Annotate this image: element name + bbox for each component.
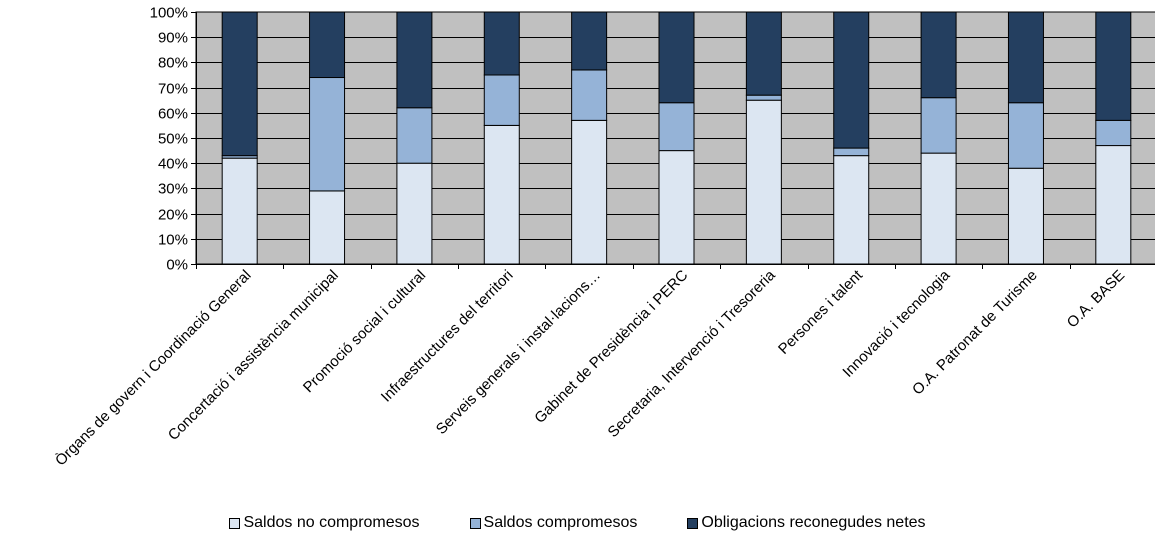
y-tick-label: 10% — [158, 232, 188, 249]
bar-saldos-no-compromesos — [483, 124, 520, 265]
bar-obligacions-reconegudes-netes — [658, 11, 695, 104]
y-tick-label: 20% — [158, 207, 188, 224]
stacked-bar-chart: 0% 10% 20% 30% 40% 50% 60% 70% 80% 90% 100% Òrgans … — [52, 5, 1155, 469]
x-category-label: Òrgans de govern i Coordinació General — [52, 267, 254, 469]
bar-saldos-compromesos — [920, 97, 957, 154]
legend-label-saldos-no-compromesos: Saldos no compromesos — [243, 514, 420, 531]
x-category-label: Persones i talent — [775, 266, 867, 358]
bar-saldos-compromesos — [571, 69, 608, 121]
bar-saldos-compromesos — [483, 74, 520, 126]
bar-obligacions-reconegudes-netes — [483, 11, 520, 76]
legend-swatch-saldos-compromesos — [469, 517, 481, 529]
legend-item-saldos-compromesos: Saldos compromesos — [469, 511, 638, 535]
bar-saldos-compromesos — [745, 94, 782, 101]
y-tick-label: 60% — [158, 106, 188, 123]
bar-saldos-no-compromesos — [1007, 167, 1044, 265]
bar-obligacions-reconegudes-netes — [833, 11, 870, 149]
y-tick-label: 50% — [158, 131, 188, 148]
legend-item-obligacions-reconegudes-netes: Obligacions reconegudes netes — [687, 511, 926, 535]
bar-obligacions-reconegudes-netes — [221, 11, 258, 157]
bar-saldos-no-compromesos — [571, 119, 608, 265]
y-tick-label: 90% — [158, 30, 188, 47]
y-tick-label: 30% — [158, 181, 188, 198]
x-category-label: Gabinet de Presidència i PERC — [531, 267, 691, 427]
legend-swatch-obligacions-reconegudes-netes — [687, 517, 699, 529]
bar-saldos-no-compromesos — [745, 99, 782, 265]
y-tick-label: 40% — [158, 156, 188, 173]
y-tick-label: 70% — [158, 81, 188, 98]
legend-item-saldos-no-compromesos: Saldos no compromesos — [229, 511, 420, 535]
bar-saldos-no-compromesos — [658, 150, 695, 265]
bar-obligacions-reconegudes-netes — [396, 11, 433, 109]
legend-swatch-saldos-no-compromesos — [229, 517, 241, 529]
x-category-label: Concertació i assistència municipal — [165, 267, 342, 444]
bar-obligacions-reconegudes-netes — [745, 11, 782, 96]
bar-saldos-no-compromesos — [920, 152, 957, 265]
bar-obligacions-reconegudes-netes — [1007, 11, 1044, 104]
y-tick-label: 100% — [150, 5, 188, 22]
bar-saldos-no-compromesos — [1095, 145, 1132, 265]
bar-saldos-compromesos — [658, 102, 695, 152]
bar-obligacions-reconegudes-netes — [1095, 11, 1132, 121]
bar-saldos-no-compromesos — [221, 157, 258, 265]
y-tick-label: 0% — [166, 257, 188, 274]
bar-saldos-compromesos — [1095, 119, 1132, 147]
legend-label-saldos-compromesos: Saldos compromesos — [483, 514, 638, 531]
bar-saldos-compromesos — [833, 147, 870, 157]
bar-saldos-compromesos — [396, 107, 433, 164]
bar-saldos-compromesos — [1007, 102, 1044, 169]
x-category-label: Secretaria, Intervenció i Tresoreria — [605, 266, 780, 441]
x-category-label: Serveis generals i instal·lacions… — [433, 267, 604, 438]
y-tick-label: 80% — [158, 55, 188, 72]
bar-saldos-compromesos — [309, 77, 346, 192]
x-category-label: O.A. BASE — [1064, 267, 1128, 331]
bar-saldos-no-compromesos — [309, 190, 346, 265]
bar-obligacions-reconegudes-netes — [309, 11, 346, 79]
bar-saldos-no-compromesos — [833, 155, 870, 265]
legend: Saldos no compromesos Saldos compromesos… — [0, 511, 1155, 535]
legend-label-obligacions-reconegudes-netes: Obligacions reconegudes netes — [701, 514, 926, 531]
bar-obligacions-reconegudes-netes — [571, 11, 608, 71]
bar-saldos-no-compromesos — [396, 162, 433, 265]
bar-obligacions-reconegudes-netes — [920, 11, 957, 99]
